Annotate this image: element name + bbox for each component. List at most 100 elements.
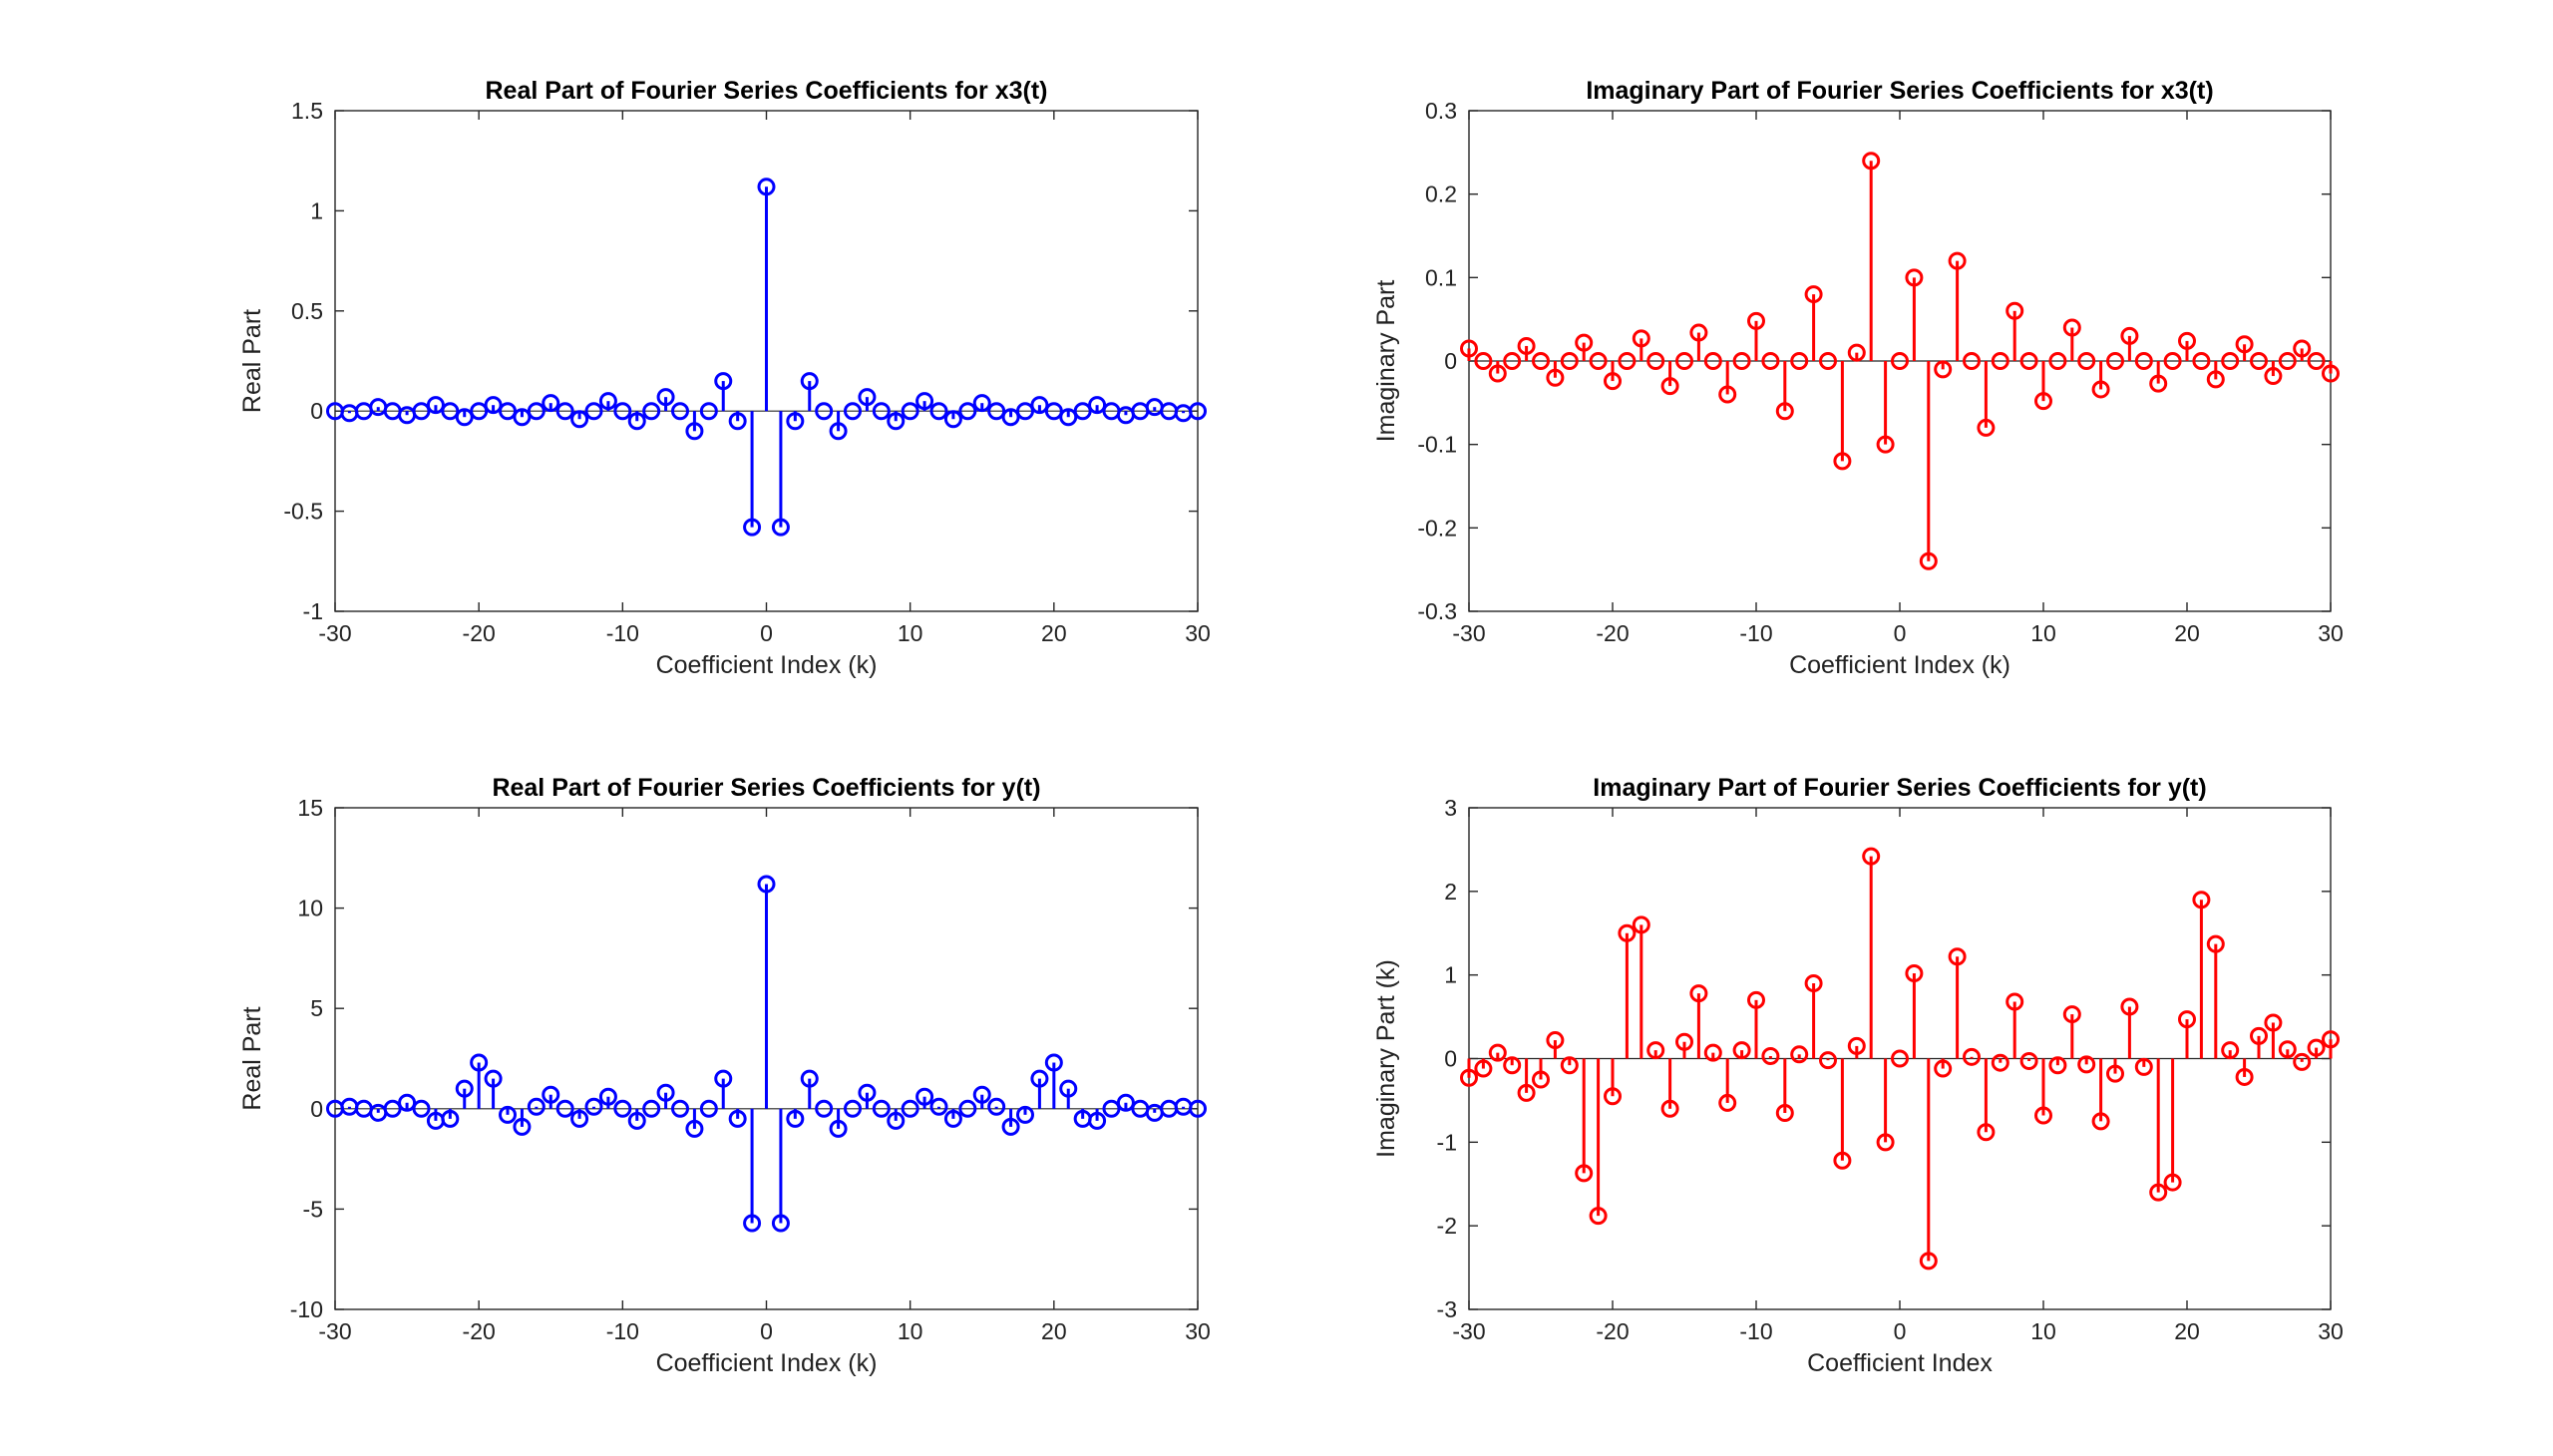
stem-marker xyxy=(1919,1252,1938,1271)
stem-marker xyxy=(800,1069,819,1088)
stem-marker xyxy=(1575,333,1594,352)
x-tick-label: 10 xyxy=(2030,620,2056,646)
y-tick-label: 1 xyxy=(310,197,323,223)
x-tick-label: -30 xyxy=(318,1318,351,1344)
stem-marker xyxy=(1030,396,1049,415)
stem-marker xyxy=(2106,352,2124,370)
stem-marker xyxy=(2206,370,2225,389)
stem-marker xyxy=(858,388,877,407)
stem-marker xyxy=(844,1099,862,1118)
stem-marker xyxy=(1189,402,1207,421)
stem-marker xyxy=(613,1099,632,1118)
stem-marker xyxy=(685,422,704,441)
stem-marker xyxy=(1088,396,1107,415)
stem-marker xyxy=(2048,1056,2067,1075)
stem-marker xyxy=(1833,452,1852,471)
stem-marker xyxy=(1660,1099,1679,1118)
stem-marker xyxy=(929,1097,948,1116)
stem-marker xyxy=(2006,992,2024,1011)
stem-marker xyxy=(1560,1056,1579,1075)
stem-marker xyxy=(1488,1043,1507,1062)
stem-marker xyxy=(2120,997,2139,1016)
stem-marker xyxy=(2134,1057,2153,1076)
stem-marker xyxy=(1963,352,1981,370)
stem-marker xyxy=(972,394,991,413)
x-tick-label: -30 xyxy=(1452,620,1485,646)
stem-marker xyxy=(455,1079,474,1098)
stem-marker xyxy=(1044,1053,1063,1072)
stem-marker xyxy=(771,1214,790,1233)
stem-marker xyxy=(815,402,834,421)
stem-marker xyxy=(1460,339,1478,358)
stem-marker xyxy=(728,412,747,431)
y-tick-label: 0.3 xyxy=(1425,98,1457,124)
stem-marker xyxy=(1747,311,1765,330)
stem-marker xyxy=(1088,1111,1107,1130)
y-tick-label: -0.3 xyxy=(1417,598,1457,624)
stem-marker xyxy=(2163,1173,2182,1192)
stem-marker xyxy=(412,1099,431,1118)
stem-marker xyxy=(685,1119,704,1138)
chart-panel-3: -30 -20 -10 0 10 20 30 -10 -5 0 5 10 15 Real Part of … xyxy=(238,774,1211,1377)
stem-marker xyxy=(1703,352,1722,370)
stem-marker xyxy=(2178,331,2196,350)
y-tick-label: 0.2 xyxy=(1425,182,1457,207)
x-tick-label: -20 xyxy=(1596,620,1629,646)
stem-marker xyxy=(987,1097,1006,1116)
stem-marker xyxy=(800,372,819,391)
x-tick-label: -20 xyxy=(463,620,496,646)
stem-marker xyxy=(2149,374,2168,393)
stem-marker xyxy=(757,178,776,196)
stem-marker xyxy=(642,1099,661,1118)
x-axis-label: Coefficient Index (k) xyxy=(1789,651,2010,679)
stem-marker xyxy=(1474,1059,1493,1078)
stem-marker xyxy=(1991,1053,2009,1072)
x-tick-label: -30 xyxy=(1452,1318,1485,1344)
stem-marker xyxy=(786,1109,805,1128)
stem-marker xyxy=(887,1111,906,1130)
stem-marker xyxy=(2235,335,2254,354)
stem-marker xyxy=(570,410,589,429)
stem-marker xyxy=(656,388,675,407)
stem-marker xyxy=(1847,343,1866,362)
stem-marker xyxy=(1646,352,1665,370)
stem-marker xyxy=(1532,352,1550,370)
stem-marker xyxy=(1847,1036,1866,1055)
stem-marker xyxy=(2091,1112,2110,1131)
stem-marker xyxy=(383,1099,402,1118)
stem-marker xyxy=(1718,385,1737,404)
stem-marker xyxy=(656,1083,675,1102)
stem-marker xyxy=(1604,1087,1622,1106)
stem-marker xyxy=(470,402,489,421)
stem-marker xyxy=(972,1085,991,1104)
x-tick-label: -10 xyxy=(1739,1318,1772,1344)
stem-marker xyxy=(484,1069,503,1088)
stem-marker xyxy=(1905,963,1924,982)
stem-marker xyxy=(2034,392,2052,411)
stem-marker xyxy=(2264,367,2283,386)
stem-marker xyxy=(2106,1064,2124,1083)
stem-marker xyxy=(2019,352,2038,370)
stem-marker xyxy=(1948,947,1967,966)
stem-marker xyxy=(1646,1041,1665,1060)
stem-marker xyxy=(1604,372,1622,391)
stem-marker xyxy=(743,1214,762,1233)
stem-marker xyxy=(2192,891,2211,910)
y-tick-label: 0 xyxy=(310,398,323,424)
stem-marker xyxy=(527,1097,546,1116)
stem-marker xyxy=(2134,352,2153,370)
stem-marker xyxy=(1189,1099,1207,1118)
stem-marker xyxy=(1775,1103,1794,1122)
x-tick-label: -20 xyxy=(1596,1318,1629,1344)
x-tick-label: -10 xyxy=(606,620,639,646)
stem-marker xyxy=(943,410,962,429)
stem-marker xyxy=(2149,1183,2168,1202)
stem-marker xyxy=(943,1109,962,1128)
stem-marker xyxy=(872,402,891,421)
x-tick-label: 0 xyxy=(760,620,773,646)
stem-marker xyxy=(714,372,733,391)
x-tick-label: 10 xyxy=(898,1318,923,1344)
stem-marker xyxy=(1977,418,1996,437)
stem-marker xyxy=(542,1085,560,1104)
stem-marker xyxy=(1891,352,1909,370)
